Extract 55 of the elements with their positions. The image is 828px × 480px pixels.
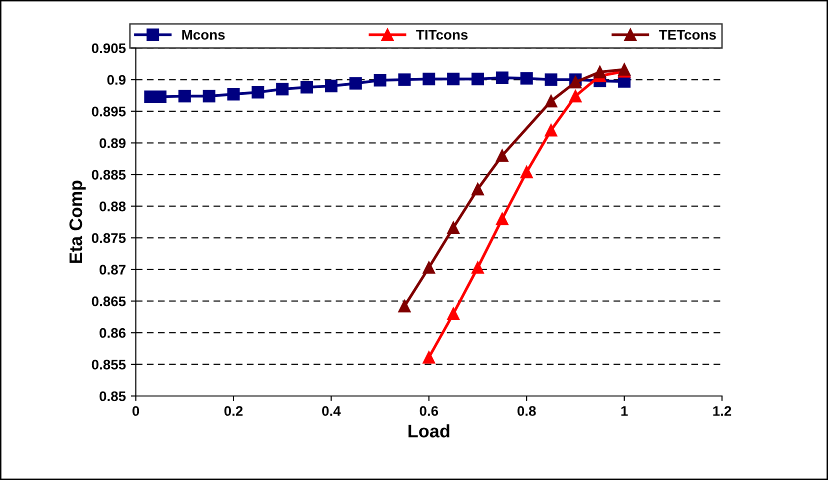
point bbox=[349, 77, 362, 90]
y-tick-label: 0.87 bbox=[100, 264, 126, 275]
y-tick-label: 0.85 bbox=[100, 391, 126, 402]
point bbox=[472, 182, 484, 196]
point bbox=[374, 74, 386, 87]
point bbox=[496, 71, 508, 84]
x-axis-title: Load bbox=[408, 424, 450, 438]
y-tick-label: 0.875 bbox=[92, 233, 126, 243]
point bbox=[252, 86, 264, 99]
y-tick-label: 0.905 bbox=[92, 43, 126, 54]
point bbox=[544, 94, 558, 108]
x-tick-label: 0.4 bbox=[322, 406, 341, 416]
y-axis-title: Eta Comp bbox=[69, 180, 86, 263]
x-tick-label: 1.2 bbox=[713, 406, 732, 416]
y-tick-label: 0.86 bbox=[100, 328, 126, 338]
point bbox=[520, 166, 533, 178]
point bbox=[447, 72, 460, 86]
point bbox=[520, 72, 533, 85]
y-tick-label: 0.89 bbox=[100, 138, 126, 148]
point bbox=[178, 90, 191, 102]
x-tick-label: 0 bbox=[132, 406, 140, 416]
point bbox=[202, 90, 216, 102]
point bbox=[300, 80, 314, 94]
y-tick-label: 0.865 bbox=[92, 296, 126, 306]
point bbox=[544, 73, 558, 86]
y-tick-label: 0.9 bbox=[107, 74, 126, 85]
x-tick-label: 1 bbox=[621, 406, 628, 416]
point bbox=[447, 307, 460, 320]
legend-label: Mcons bbox=[182, 30, 225, 40]
point bbox=[422, 351, 436, 364]
y-tick-label: 0.88 bbox=[100, 202, 126, 212]
legend-label: TITcons bbox=[416, 30, 468, 40]
point bbox=[324, 80, 338, 92]
point bbox=[544, 124, 558, 137]
point bbox=[472, 72, 484, 86]
point bbox=[594, 66, 606, 78]
x-tick-label: 0.6 bbox=[420, 406, 438, 416]
point bbox=[447, 221, 460, 234]
point bbox=[496, 212, 508, 226]
point bbox=[398, 73, 411, 86]
y-tick-label: 0.855 bbox=[92, 360, 126, 370]
legend-label: TETcons bbox=[658, 30, 716, 40]
y-tick-label: 0.885 bbox=[92, 170, 126, 180]
point bbox=[472, 261, 484, 274]
point bbox=[422, 72, 436, 86]
y-tick-label: 0.895 bbox=[92, 106, 126, 116]
point bbox=[276, 82, 289, 96]
point bbox=[422, 261, 436, 274]
point bbox=[569, 90, 582, 102]
point bbox=[496, 149, 508, 162]
x-tick-label: 0.8 bbox=[518, 406, 536, 416]
point bbox=[398, 300, 411, 312]
point bbox=[569, 76, 582, 88]
point bbox=[227, 88, 240, 100]
x-tick-label: 0.2 bbox=[224, 406, 243, 416]
